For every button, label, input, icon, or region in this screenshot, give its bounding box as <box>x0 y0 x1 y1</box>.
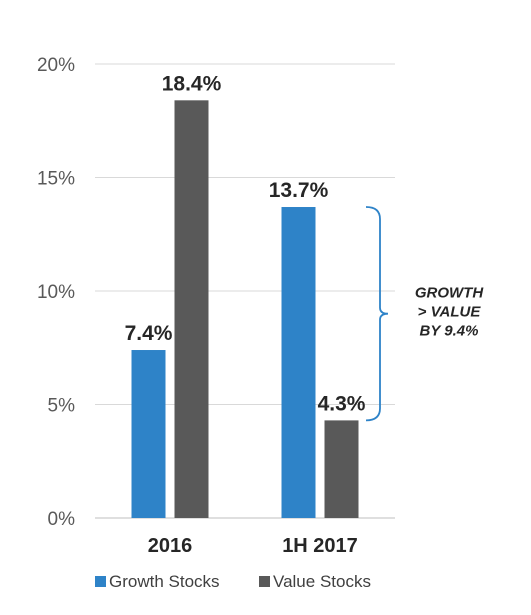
annotation-text: GROWTH <box>415 285 484 302</box>
growth-value-annotation: GROWTH > VALUE BY 9.4% <box>365 206 484 422</box>
data-label: 4.3% <box>318 392 366 415</box>
annotation-brace <box>365 206 389 422</box>
data-label: 18.4% <box>162 72 222 95</box>
x-axis-category-labels: 2016 1H 2017 <box>148 535 358 557</box>
bar <box>174 100 209 518</box>
y-tick-label: 5% <box>48 396 76 417</box>
y-axis-tick-labels: 0% 5% 10% 15% 20% <box>37 55 75 530</box>
annotation-text: BY 9.4% <box>420 323 479 340</box>
data-label: 13.7% <box>269 179 329 202</box>
x-category-label: 1H 2017 <box>282 535 358 557</box>
x-category-label: 2016 <box>148 535 193 557</box>
y-tick-label: 10% <box>37 282 75 303</box>
data-labels: 7.4% 18.4% 13.7% 4.3% <box>125 72 366 415</box>
legend-swatch <box>95 576 106 587</box>
bar <box>281 207 316 518</box>
bars <box>131 100 359 518</box>
legend-label: Value Stocks <box>273 572 371 591</box>
y-tick-label: 15% <box>37 169 75 190</box>
legend-label: Growth Stocks <box>109 572 220 591</box>
bar <box>324 420 359 518</box>
y-tick-label: 0% <box>48 509 76 530</box>
annotation-text: > VALUE <box>418 304 482 321</box>
data-label: 7.4% <box>125 322 173 345</box>
y-tick-label: 20% <box>37 55 75 76</box>
bar <box>131 350 166 518</box>
legend: Growth Stocks Value Stocks <box>95 572 371 591</box>
legend-swatch <box>259 576 270 587</box>
